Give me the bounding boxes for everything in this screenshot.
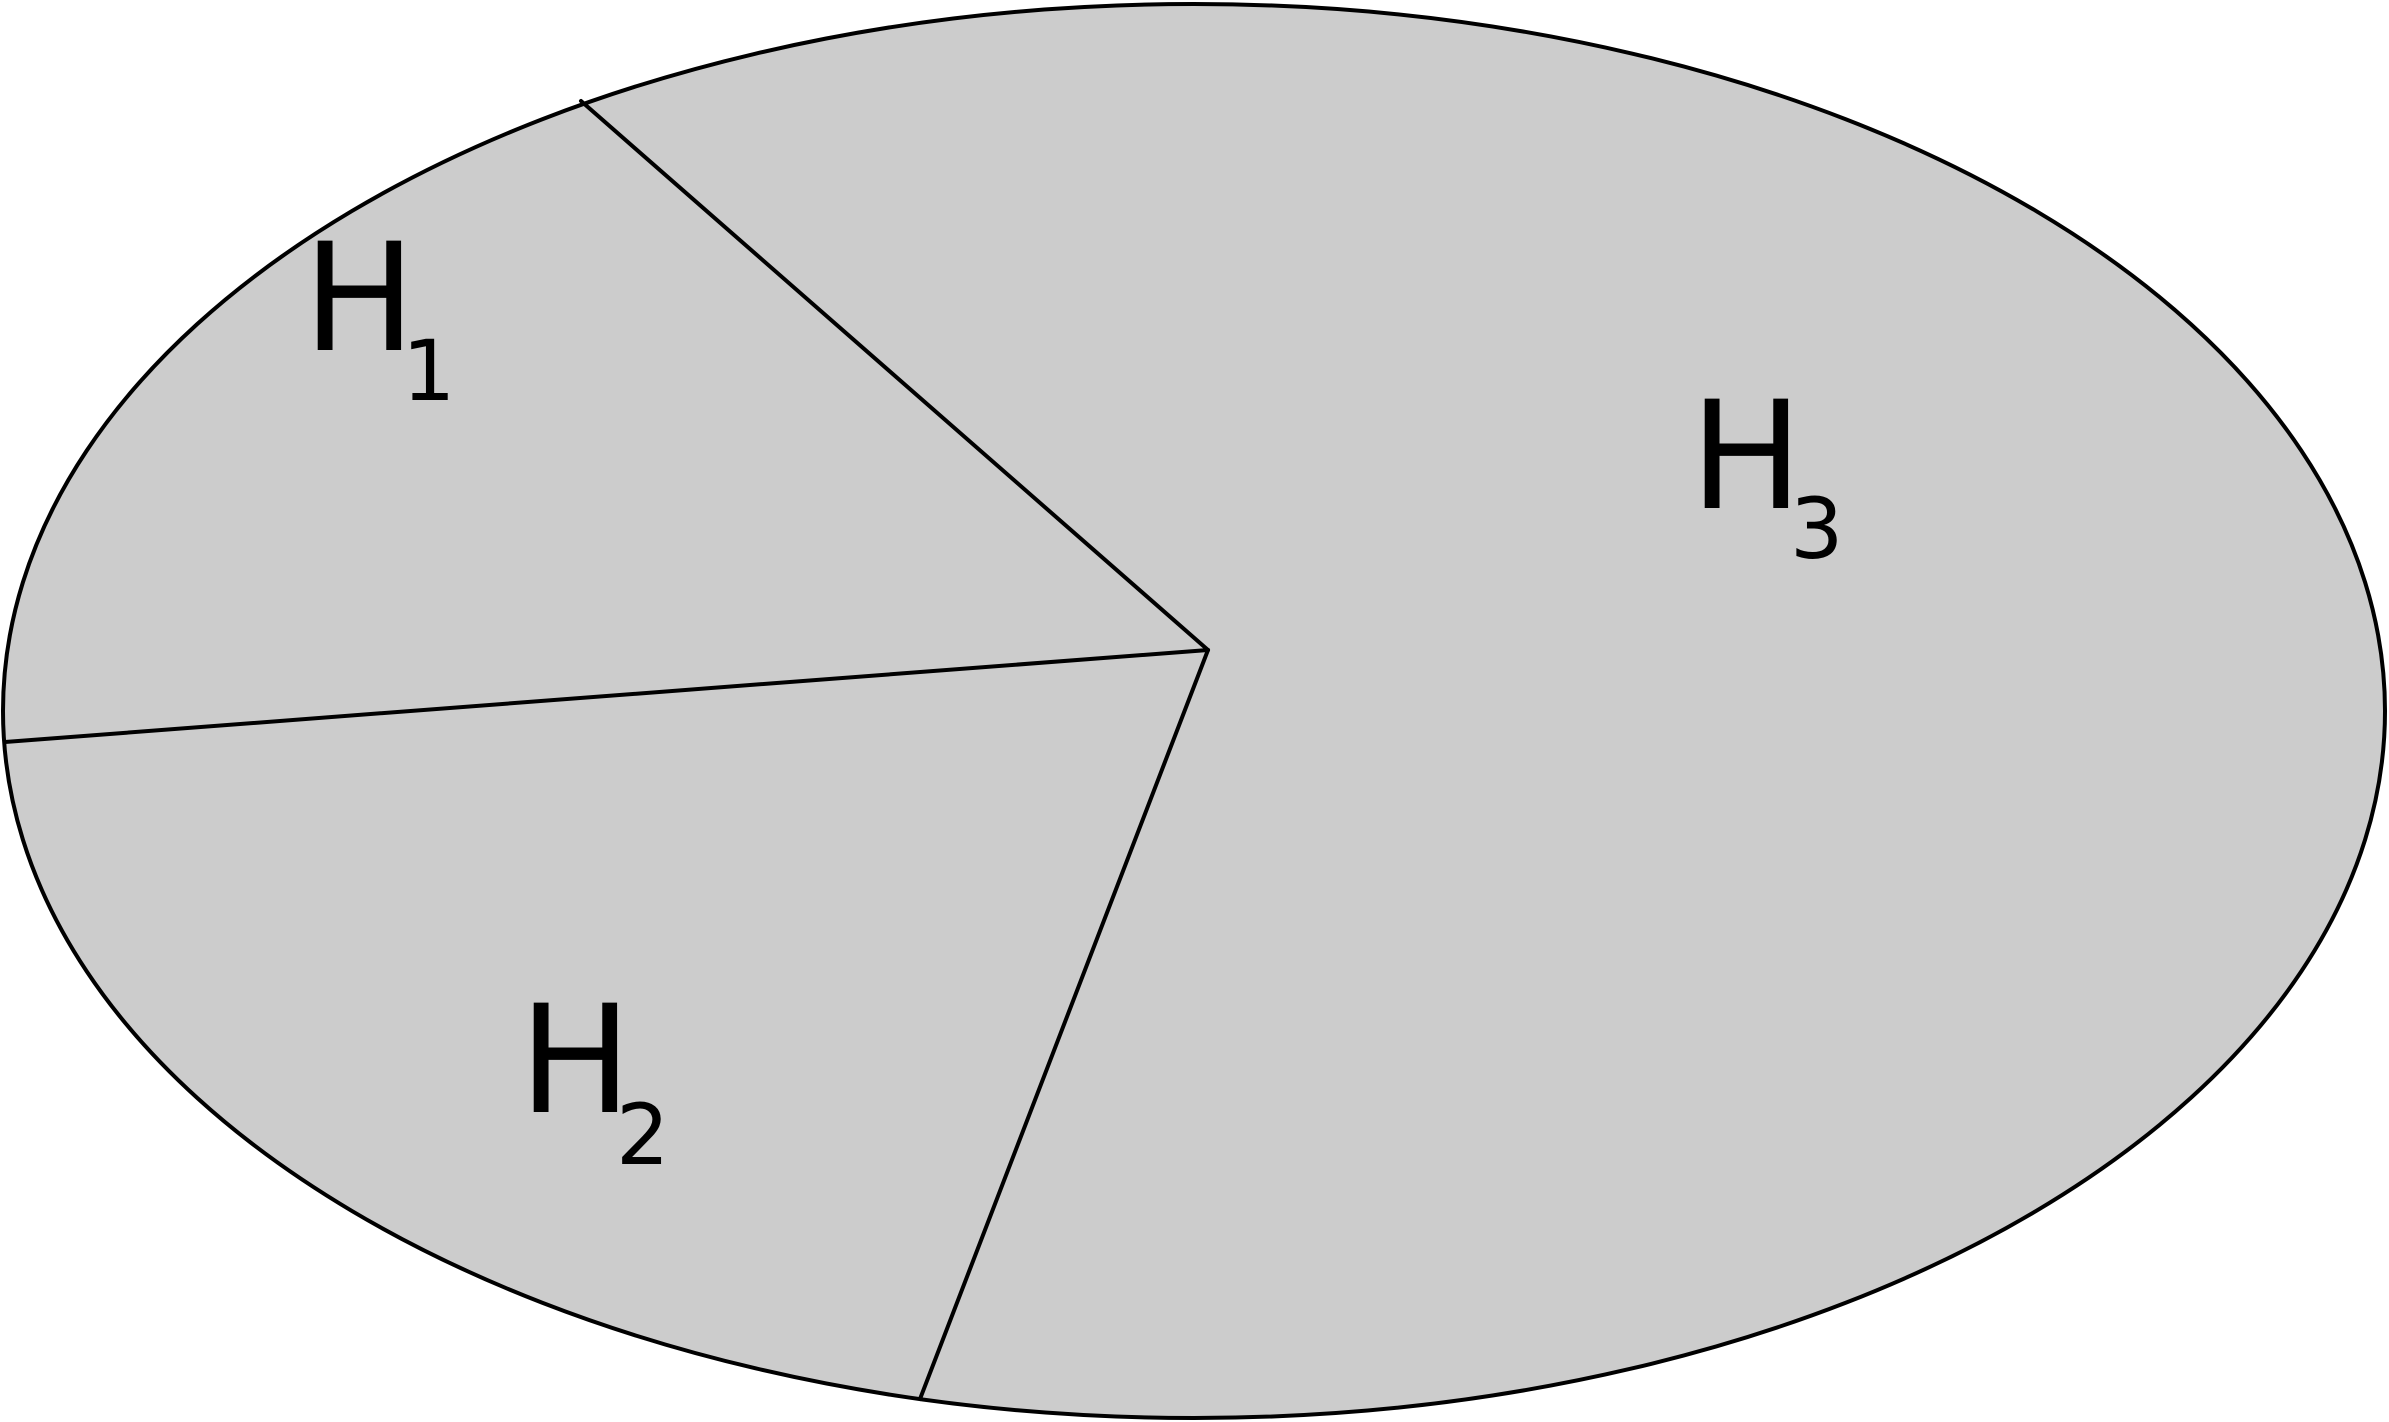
divider-line-h1-h2 <box>3 648 1210 744</box>
region-label-h1: H 1 <box>303 212 455 420</box>
region-label-h2: H 2 <box>519 974 669 1184</box>
region-label-h3-subscript: 3 <box>1790 480 1843 578</box>
region-label-h1-letter: H <box>303 212 416 386</box>
divider-line-h1-h3 <box>579 99 1210 652</box>
region-label-h2-subscript: 2 <box>616 1086 669 1184</box>
region-label-h1-subscript: 1 <box>402 322 455 420</box>
region-label-h3-letter: H <box>1690 370 1803 544</box>
region-label-h2-letter: H <box>519 974 632 1148</box>
region-label-h3: H 3 <box>1690 370 1843 578</box>
divider-line-h2-h3 <box>918 648 1210 1401</box>
